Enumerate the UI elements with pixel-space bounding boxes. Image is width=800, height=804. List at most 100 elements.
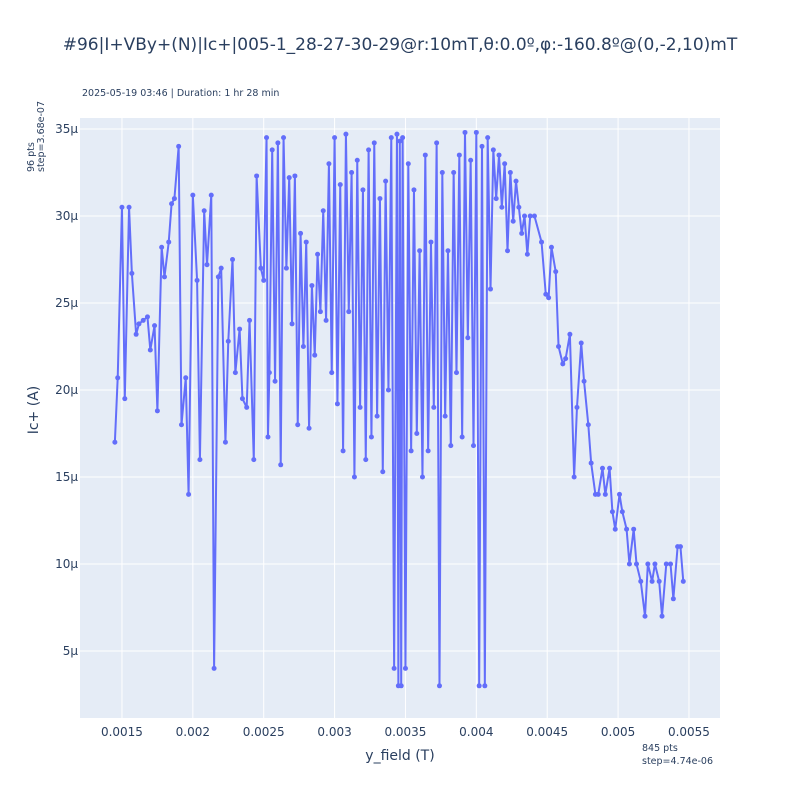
point	[215, 274, 221, 280]
point	[269, 147, 275, 153]
point	[394, 131, 400, 137]
point	[278, 462, 284, 468]
point	[527, 213, 533, 219]
point	[400, 135, 406, 141]
x-tick-label: 0.0055	[668, 725, 710, 739]
y-axis-title: Ic+ (A)	[26, 386, 42, 435]
line	[113, 132, 685, 686]
point	[453, 370, 459, 376]
x-tick-label: 0.003	[317, 725, 351, 739]
point	[329, 370, 335, 376]
y-tick-label: 15μ	[55, 470, 78, 484]
point	[366, 147, 372, 153]
point	[239, 396, 245, 402]
point	[602, 491, 608, 497]
annotation: 845 pts	[642, 743, 678, 754]
point	[371, 140, 377, 146]
point	[417, 248, 423, 254]
point	[599, 465, 605, 471]
point	[496, 152, 502, 158]
x-tick-label: 0.002	[176, 725, 210, 739]
point	[510, 218, 516, 224]
point	[254, 173, 260, 179]
point	[468, 157, 474, 163]
point	[436, 683, 442, 689]
point	[546, 295, 552, 301]
point	[585, 422, 591, 428]
point	[451, 169, 457, 175]
point	[144, 314, 150, 320]
point	[303, 239, 309, 245]
point	[677, 544, 683, 550]
point	[663, 561, 669, 567]
point	[634, 561, 640, 567]
point	[281, 135, 287, 141]
point	[507, 169, 513, 175]
x-tick-label: 0.004	[459, 725, 493, 739]
point	[326, 161, 332, 167]
point	[431, 404, 437, 410]
point	[230, 256, 236, 262]
point	[264, 135, 270, 141]
point	[140, 317, 146, 323]
point	[574, 404, 580, 410]
point	[171, 196, 177, 202]
point	[306, 425, 312, 431]
x-tick-label: 0.0015	[101, 725, 143, 739]
point	[178, 422, 184, 428]
point	[505, 248, 511, 254]
point	[411, 187, 417, 193]
point	[266, 370, 272, 376]
point	[312, 352, 318, 358]
point	[479, 143, 485, 149]
point	[133, 331, 139, 337]
point	[581, 378, 587, 384]
annotation: step=4.74e-06	[642, 756, 713, 767]
point	[346, 309, 352, 315]
point	[462, 129, 468, 135]
point	[340, 448, 346, 454]
point	[531, 213, 537, 219]
point	[166, 239, 172, 245]
point	[408, 448, 414, 454]
point	[522, 213, 528, 219]
point	[374, 413, 380, 419]
point	[343, 131, 349, 137]
point	[225, 338, 231, 344]
point	[337, 182, 343, 188]
point	[473, 129, 479, 135]
point	[519, 230, 525, 236]
point	[422, 152, 428, 158]
point	[680, 578, 686, 584]
point	[232, 370, 238, 376]
point	[419, 474, 425, 480]
point	[360, 187, 366, 193]
point	[588, 460, 594, 466]
point	[425, 448, 431, 454]
point	[619, 509, 625, 515]
point	[320, 208, 326, 214]
point	[251, 457, 257, 463]
point	[332, 135, 338, 141]
point	[300, 343, 306, 349]
x-tick-label: 0.005	[601, 725, 635, 739]
point	[385, 387, 391, 393]
point	[524, 251, 530, 257]
point	[612, 526, 618, 532]
point	[315, 251, 321, 257]
point	[377, 196, 383, 202]
point	[126, 204, 132, 210]
point	[122, 396, 128, 402]
point	[204, 262, 210, 268]
point	[351, 474, 357, 480]
point	[402, 665, 408, 671]
point	[578, 340, 584, 346]
point	[169, 201, 175, 207]
point	[272, 378, 278, 384]
point	[616, 491, 622, 497]
point	[286, 175, 292, 181]
point	[485, 135, 491, 141]
point	[543, 291, 549, 297]
point	[380, 469, 386, 475]
